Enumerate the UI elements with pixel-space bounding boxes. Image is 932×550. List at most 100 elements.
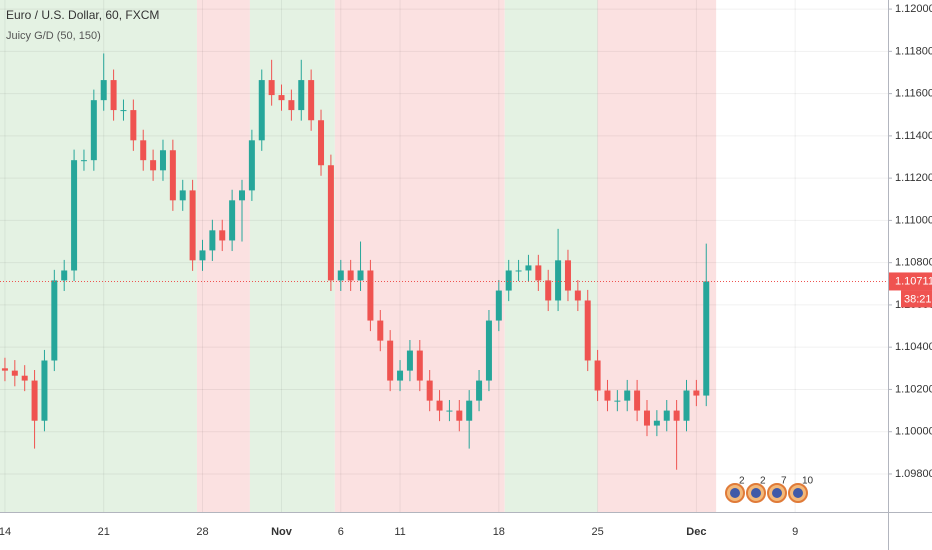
candle-body [21,375,28,381]
candle-body [604,390,611,401]
candle-body [624,390,631,401]
candle-body [308,80,315,121]
candle-body [248,140,255,191]
candle-body [100,80,107,101]
candle-body [159,150,166,171]
candle-body [130,110,137,141]
candle-body [495,290,502,321]
x-tick-label: 14 [0,526,11,538]
candle-body [318,120,325,166]
candle-body [387,340,394,381]
candle-body [564,260,571,291]
x-tick-label: 6 [338,526,344,538]
candle-body [150,160,157,171]
candle-body [71,160,78,271]
event-icon-inner [793,488,803,498]
event-count: 7 [781,476,787,487]
candle-body [189,190,196,261]
y-tick-label: 1.11800 [895,45,932,57]
candle-body [110,80,117,111]
x-tick-label: 28 [196,526,208,538]
x-tick-label: 9 [792,526,798,538]
y-tick-label: 1.11000 [895,214,932,226]
y-tick-label: 1.10000 [895,426,932,438]
candle-body [219,230,226,241]
candle-body [515,270,522,272]
candle-body [41,360,48,421]
candle-body [397,370,404,381]
candle-body [535,265,542,281]
y-tick-label: 1.11400 [895,130,932,142]
candle-body [485,320,492,381]
candle-body [426,380,433,401]
candle-body [90,100,97,161]
overlay-layer: 2 2 7 10 [0,280,888,503]
candle-body [663,410,670,421]
candle-body [61,270,68,281]
candle-body [1,368,8,371]
event-icon-inner [772,488,782,498]
candle-body [683,390,690,421]
candle-body [367,270,374,321]
candle-body [288,100,295,111]
candle-body [229,200,236,241]
y-tick-label: 1.10400 [895,341,932,353]
x-tick-label: 21 [98,526,110,538]
candle-body [258,80,265,141]
zone-layer [0,0,717,512]
x-tick-label: 25 [591,526,603,538]
candle-body [278,95,285,101]
event-icon-inner [751,488,761,498]
event-count: 2 [739,476,745,487]
candle-body [614,400,621,402]
x-tick-label: Nov [271,526,293,538]
event-count: 2 [760,476,766,487]
y-tick-label: 1.09800 [895,468,932,480]
candle-body [653,420,660,426]
candle-body [446,410,453,412]
candle-body [643,410,650,426]
x-tick-label: 18 [493,526,505,538]
signal-zone [249,0,335,512]
candle-body [406,350,413,371]
last-price-box [889,272,932,291]
candle-body [31,380,38,421]
candle-body [140,140,147,161]
candle-body [347,270,354,281]
candle-body [545,280,552,301]
candle-body [594,360,601,391]
last-price-label: 1.10711 [895,275,932,287]
candle-body [357,270,364,281]
candle-body [584,300,591,361]
y-tick-label: 1.10200 [895,383,932,395]
candle-body [169,150,176,201]
candle-body [298,80,305,111]
y-tick-label: 1.12000 [895,3,932,15]
candle-body [337,270,344,281]
y-tick-label: 1.11200 [895,172,932,184]
event-icon-inner [730,488,740,498]
candle-body [436,400,443,411]
candle-body [525,265,532,271]
candle-body [80,160,87,162]
candle-layer [1,53,710,470]
indicator-label: Juicy G/D (50, 150) [6,30,101,42]
candle-body [456,410,463,421]
candle-body [703,281,710,396]
candle-body [268,80,275,96]
signal-zone [334,0,505,512]
grid-layer [0,0,888,512]
x-tick-label: 11 [394,526,405,538]
candle-body [693,390,700,396]
signal-zone [504,0,598,512]
candle-body [634,390,641,411]
candle-body [416,350,423,381]
event-count: 10 [802,476,814,487]
candle-body [466,400,473,421]
candle-body [505,270,512,291]
candle-body [199,250,206,261]
candle-body [377,320,384,341]
candle-body [239,190,246,201]
